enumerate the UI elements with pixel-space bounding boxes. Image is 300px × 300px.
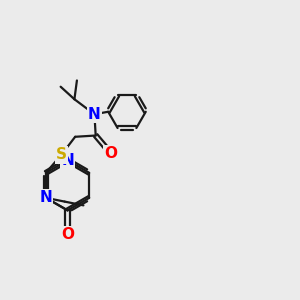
Text: N: N — [40, 190, 52, 205]
Text: N: N — [88, 107, 101, 122]
Text: N: N — [61, 153, 74, 168]
Text: S: S — [56, 147, 67, 162]
Text: O: O — [61, 227, 74, 242]
Text: O: O — [104, 146, 117, 161]
